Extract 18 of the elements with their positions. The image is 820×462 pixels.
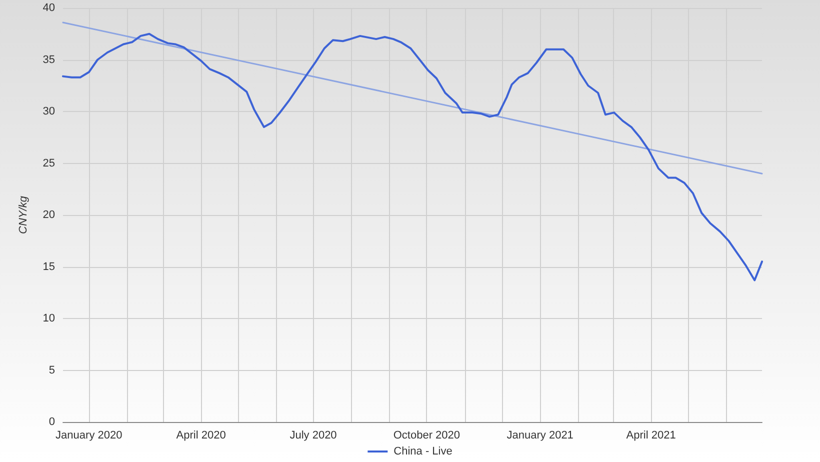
x-tick-label: October 2020	[393, 430, 460, 442]
y-tick-label: 10	[42, 312, 55, 324]
legend-label: China - Live	[394, 446, 452, 458]
y-tick-label: 25	[42, 157, 55, 170]
y-tick-label: 0	[48, 416, 55, 428]
x-tick-label: April 2020	[176, 430, 226, 442]
x-tick-label: January 2020	[56, 430, 122, 442]
y-tick-label: 5	[48, 364, 55, 376]
y-tick-label: 35	[42, 54, 55, 66]
y-tick-label: 30	[42, 106, 55, 118]
x-tick-label: April 2021	[626, 430, 676, 442]
y-axis-title: CNY/kg	[18, 195, 30, 234]
y-tick-label: 40	[42, 2, 55, 14]
x-tick-label: January 2021	[506, 430, 574, 442]
x-tick-label: July 2020	[290, 430, 337, 442]
y-tick-label: 15	[42, 260, 55, 273]
line-series	[62, 32, 763, 282]
y-tick-label: 20	[42, 209, 55, 221]
